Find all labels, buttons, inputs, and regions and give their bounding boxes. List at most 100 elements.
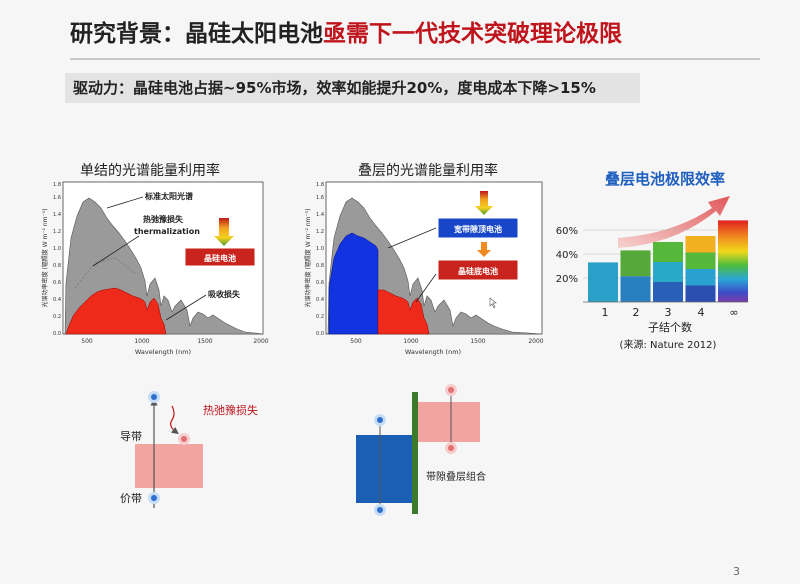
electron-dot: [377, 417, 383, 423]
silicon-absorbed-area: [65, 287, 167, 335]
absorption-pointer: [165, 294, 207, 321]
ytick: 1.0: [316, 246, 324, 252]
top-cell-label: 宽带隙顶电池: [453, 224, 502, 234]
right-spectrum-chart: 0.0 0.2 0.4 0.6 0.8 1.0 1.2 1.4 1.6 1.8 …: [304, 181, 544, 356]
hole-dot: [377, 507, 383, 513]
bar-infinity: [718, 220, 748, 302]
bandgap-region: [135, 444, 203, 488]
bar-segment: [653, 242, 683, 262]
category-label: 2: [633, 306, 640, 319]
spectrum-pointer: [106, 196, 144, 209]
bar-segment: [653, 262, 683, 282]
ytick: 1.6: [316, 195, 324, 201]
limit-chart-title: 叠层电池极限效率: [605, 170, 726, 188]
left-spectrum-chart: 0.0 0.2 0.4 0.6 0.8 1.0 1.2 1.4 1.6 1.8 …: [41, 181, 269, 356]
title-main: 研究背景：晶硅太阳电池: [70, 21, 323, 47]
ytick: 0.4: [316, 297, 324, 303]
thermal-relaxation-arrow: [170, 405, 179, 435]
thermalization-loss-area: [74, 257, 136, 289]
bar-segment: [685, 252, 716, 269]
xtick: 500: [350, 338, 362, 345]
source-citation: (来源: Nature 2012): [620, 338, 717, 351]
ytick: 0.2: [316, 314, 324, 320]
silicon-cell-label: 晶硅电池: [204, 253, 236, 263]
ytick: 60%: [556, 226, 578, 237]
x-axis-label: Wavelength (nm): [405, 348, 461, 356]
ytick: 1.4: [316, 212, 324, 218]
xtick: 1000: [403, 338, 418, 345]
ytick: 0.2: [53, 314, 61, 320]
bars-group: [588, 220, 748, 302]
ytick: 1.8: [53, 182, 61, 188]
thermal-loss-label: 热弛豫损失: [203, 403, 258, 417]
absorption-loss-label: 吸收损失: [208, 289, 241, 299]
bar-segment: [685, 285, 716, 302]
category-label: 3: [665, 306, 672, 319]
electron-dot: [151, 394, 157, 400]
xtick: 2000: [528, 338, 543, 345]
x-axis-label: Wavelength (nm): [135, 348, 191, 356]
ytick: 0.0: [53, 331, 61, 337]
top-hole-dot: [448, 445, 454, 451]
thermal-label-en: thermalization: [134, 227, 200, 236]
xtick: 1500: [197, 338, 212, 345]
ytick: 20%: [556, 274, 578, 285]
category-label: 4: [698, 306, 705, 319]
bar-segment: [685, 236, 716, 253]
bar-segment: [620, 250, 651, 277]
interconnect-layer: [412, 392, 418, 514]
ytick: 1.8: [316, 182, 324, 188]
transmission-arrow: [477, 242, 491, 257]
hole-dot: [151, 495, 157, 501]
limit-efficiency-chart: 20% 40% 60% 1 2 3 4 ∞ 子结个数 (来源: Nature 2…: [556, 196, 748, 351]
sunlight-arrow: [214, 218, 234, 246]
tandem-band-diagram: 带隙叠层组合: [356, 384, 486, 516]
bottom-cell-pointer: [415, 273, 437, 303]
top-cell-pointer: [387, 227, 437, 249]
ytick: 1.6: [53, 195, 61, 201]
top-cell-absorbed-area: [328, 232, 379, 335]
thermal-pointer: [92, 235, 140, 267]
ytick: 0.6: [316, 280, 324, 286]
x-axis-label: 子结个数: [648, 321, 692, 334]
tandem-combination-label: 带隙叠层组合: [426, 470, 486, 483]
ytick: 1.0: [53, 246, 61, 252]
single-junction-band-diagram: 导带 价带 热弛豫损失: [120, 391, 258, 508]
sunlight-arrow: [475, 191, 493, 215]
thermal-label-cn: 热弛豫损失: [143, 214, 184, 224]
conduction-band-label: 导带: [120, 430, 142, 443]
bar-segment: [588, 262, 618, 302]
spectrum-label: 标准太阳光谱: [144, 191, 193, 201]
top-cell-bandgap: [417, 402, 480, 442]
ytick: 1.2: [53, 229, 61, 235]
page-title: 研究背景：晶硅太阳电池亟需下一代技术突破理论极限: [70, 14, 622, 48]
bottom-cell-label: 晶硅底电池: [458, 266, 498, 276]
xtick: 2000: [253, 338, 268, 345]
bar-segment: [685, 269, 716, 286]
left-panel-title: 单结的光谱能量利用率: [80, 163, 220, 179]
bottom-cell-bandgap: [356, 435, 414, 503]
mouse-cursor-icon: [489, 297, 497, 309]
silicon-cell-box: [184, 247, 256, 267]
title-highlight: 亟需下一代技术突破理论极限: [323, 21, 622, 47]
y-axis-label: 光谱功率密度 (辐照度 W m⁻² nm⁻¹): [41, 209, 49, 308]
bar-segment: [620, 276, 651, 302]
category-label: 1: [602, 306, 609, 319]
ytick: 0.8: [316, 263, 324, 269]
page-number: 3: [733, 565, 740, 578]
relaxed-electron-dot: [181, 436, 187, 442]
ytick: 1.2: [316, 229, 324, 235]
driver-banner: 驱动力：晶硅电池占据~95%市场，效率如能提升20%，度电成本下降>15%: [65, 73, 640, 103]
ytick: 0.8: [53, 263, 61, 269]
ytick: 1.4: [53, 212, 61, 218]
ytick: 0.4: [53, 297, 61, 303]
bar-segment: [653, 282, 683, 302]
xtick: 1000: [134, 338, 149, 345]
category-label: ∞: [729, 306, 738, 319]
valence-band-label: 价带: [120, 492, 142, 505]
xtick: 1500: [470, 338, 485, 345]
ytick: 40%: [556, 250, 578, 261]
title-divider: [70, 58, 760, 60]
y-axis-label: 光谱功率密度 (辐照度 W m⁻² nm⁻¹): [304, 209, 312, 308]
ytick: 0.0: [316, 331, 324, 337]
